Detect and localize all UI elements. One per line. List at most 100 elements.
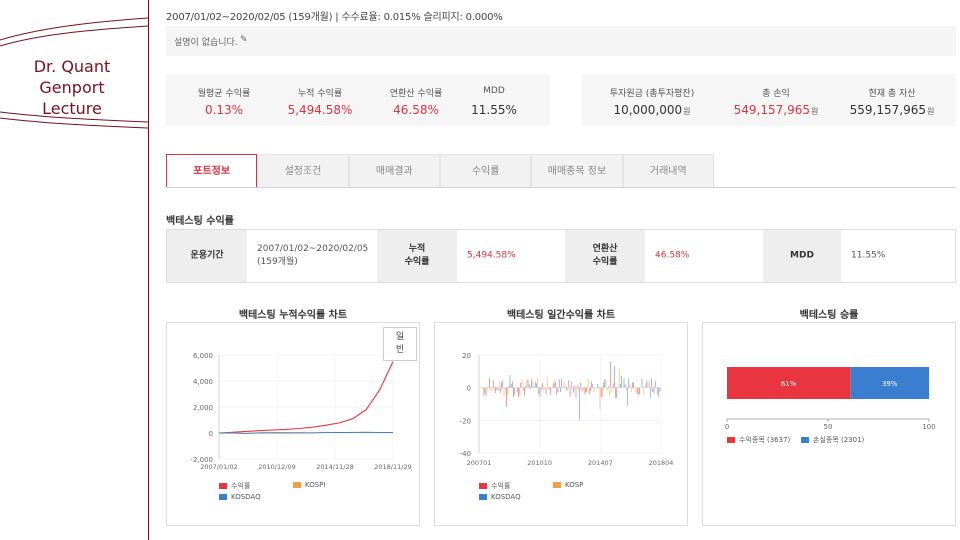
period-value-cell: 2007/01/02~2020/02/05 (159개월) <box>247 230 377 282</box>
tab-settings[interactable]: 설정조건 <box>257 154 349 188</box>
tab-transactions[interactable]: 거래내역 <box>622 154 714 188</box>
y-tick-label: 2,000 <box>193 404 213 412</box>
x-tick-label: 100 <box>922 423 935 431</box>
legend-swatch <box>219 483 227 489</box>
x-tick-label: 201804 <box>649 459 674 467</box>
lecture-line-1: Dr. Quant <box>33 57 111 76</box>
legend-swatch <box>293 482 301 488</box>
cum-chart-panel: -2,000 0 2,000 4,000 6,000 2007/01/02 2010/12/… <box>166 322 420 526</box>
ann-value-cell: 46.58% <box>645 230 763 282</box>
tab-underline <box>166 187 956 188</box>
backtest-table: 운용기간 2007/01/02~2020/02/05 (159개월) 누적 수익… <box>166 229 956 283</box>
lecture-line-3: Lecture <box>42 99 102 118</box>
stat-total-pnl: 총 손익 549,157,965원 <box>714 74 838 126</box>
lecture-line-2: Genport <box>39 78 105 97</box>
legend-item: KOSDAQ <box>219 493 261 501</box>
stat-value: 5,494.58% <box>287 103 353 117</box>
legend-swatch <box>727 437 735 443</box>
x-tick-label: 2014/11/28 <box>316 463 353 471</box>
stat-label: 총 손익 <box>762 89 790 99</box>
ann-label: 연환산 수익률 <box>592 244 618 267</box>
win-chart: 0 50 100 61% 39% <box>725 367 936 431</box>
asset-stats: 투자원금 (총투자평잔) 10,000,000원 총 손익 549,157,96… <box>582 74 956 126</box>
stat-cumulative-return: 누적 수익률 5,494.58% <box>272 74 368 126</box>
x-tick-label: 2010/12/09 <box>258 463 295 471</box>
section-title: 백테스팅 수익률 <box>166 216 234 227</box>
stat-principal: 투자원금 (총투자평잔) 10,000,000원 <box>590 74 714 126</box>
x-tick-label: 200701 <box>467 459 492 467</box>
stat-label: 월평균 수익률 <box>197 89 251 99</box>
cum-label: 누적 수익률 <box>404 244 430 267</box>
stat-mdd: MDD 11.55% <box>446 74 542 126</box>
lecture-sidebar: Dr. Quant Genport Lecture <box>0 0 150 540</box>
daily-chart-title: 백테스팅 일간수익률 차트 <box>506 310 616 321</box>
y-tick-label: -2,000 <box>190 456 213 464</box>
tab-bar: 포트정보 설정조건 매매결과 수익률 매매종목 정보 거래내역 <box>166 154 714 188</box>
y-tick-label: 0 <box>467 385 471 393</box>
legend-swatch <box>553 482 561 488</box>
legend-item: 수익률 <box>479 481 510 491</box>
stat-value: 46.58% <box>393 103 439 117</box>
tab-returns[interactable]: 수익률 <box>439 154 532 188</box>
stat-label: MDD <box>483 86 505 96</box>
mdd-value-cell: 11.55% <box>841 230 955 282</box>
cum-label-cell: 누적 수익률 <box>377 230 457 282</box>
legend-swatch <box>801 437 809 443</box>
legend-item: 수익종목 (3637) <box>727 435 790 445</box>
legend-swatch <box>479 494 487 500</box>
stat-label: 현재 총 자산 <box>868 89 916 99</box>
win-chart-panel: 0 50 100 61% 39% 수익종목 (3637) 손실종목 (2301) <box>702 322 956 526</box>
legend-item: 수익률 <box>219 481 250 491</box>
win-bar-label: 61% <box>781 380 797 388</box>
mdd-label-cell: MDD <box>763 230 841 282</box>
stat-label: 연환산 수익률 <box>389 89 443 99</box>
cum-value: 5,494.58% <box>467 250 516 261</box>
period-label: 운용기간 <box>190 250 224 261</box>
x-tick-label: 0 <box>725 423 729 431</box>
stat-label: 투자원금 (총투자평잔) <box>609 89 695 99</box>
legend-swatch <box>479 483 487 489</box>
y-tick-label: 4,000 <box>193 378 213 386</box>
stat-value: 10,000,000원 <box>613 103 691 117</box>
pencil-icon[interactable]: ✎ <box>240 35 248 45</box>
cum-value-cell: 5,494.58% <box>457 230 565 282</box>
decorative-lines <box>0 17 149 129</box>
win-bar-segment-0 <box>727 367 851 399</box>
period-label-cell: 운용기간 <box>167 230 247 282</box>
x-tick-label: 2007/01/02 <box>200 463 237 471</box>
y-tick-label: 0 <box>209 430 213 438</box>
legend-item: 손실종목 (2301) <box>801 435 864 445</box>
lecture-title: Dr. Quant Genport Lecture <box>6 56 138 119</box>
legend-swatch <box>219 494 227 500</box>
win-chart-title: 백테스팅 승률 <box>799 310 859 321</box>
description-bar[interactable]: 설명이 없습니다. ✎ <box>166 26 956 56</box>
tab-stock-info[interactable]: 매매종목 정보 <box>531 154 623 188</box>
win-bar-segment-1 <box>850 367 929 399</box>
ann-label-cell: 연환산 수익률 <box>565 230 645 282</box>
x-tick-label: 2018/11/29 <box>374 463 411 471</box>
x-tick-label: 50 <box>824 423 833 431</box>
tab-trade-results[interactable]: 매매결과 <box>348 154 440 188</box>
tab-port-info[interactable]: 포트정보 <box>166 154 258 188</box>
cum-chart: -2,000 0 2,000 4,000 6,000 2007/01/02 2010/12/… <box>190 352 411 471</box>
legend-item: KOSP <box>553 481 583 489</box>
legend-item: KOSDAQ <box>479 493 521 501</box>
legend-item: KOSPI <box>293 481 325 489</box>
ann-value: 46.58% <box>655 250 690 261</box>
divider-line <box>148 0 149 540</box>
series-line-2 <box>218 431 394 434</box>
toggle-button[interactable]: 일 빈 <box>383 327 417 361</box>
stat-value: 11.55% <box>471 103 517 117</box>
x-tick-label: 201010 <box>527 459 552 467</box>
stat-value: 0.13% <box>204 103 244 117</box>
y-tick-label: -40 <box>460 450 471 458</box>
return-stats: 월평균 수익률 0.13% 누적 수익률 5,494.58% 연환산 수익률 4… <box>166 74 550 126</box>
period-value: 2007/01/02~2020/02/05 (159개월) <box>257 244 369 267</box>
win-bar-label: 39% <box>882 380 898 388</box>
y-tick-label: 20 <box>462 352 471 360</box>
stat-label: 누적 수익률 <box>297 89 343 99</box>
mdd-value: 11.55% <box>851 250 886 261</box>
y-tick-label: 6,000 <box>193 352 213 360</box>
stat-value: 549,157,965원 <box>733 103 819 117</box>
